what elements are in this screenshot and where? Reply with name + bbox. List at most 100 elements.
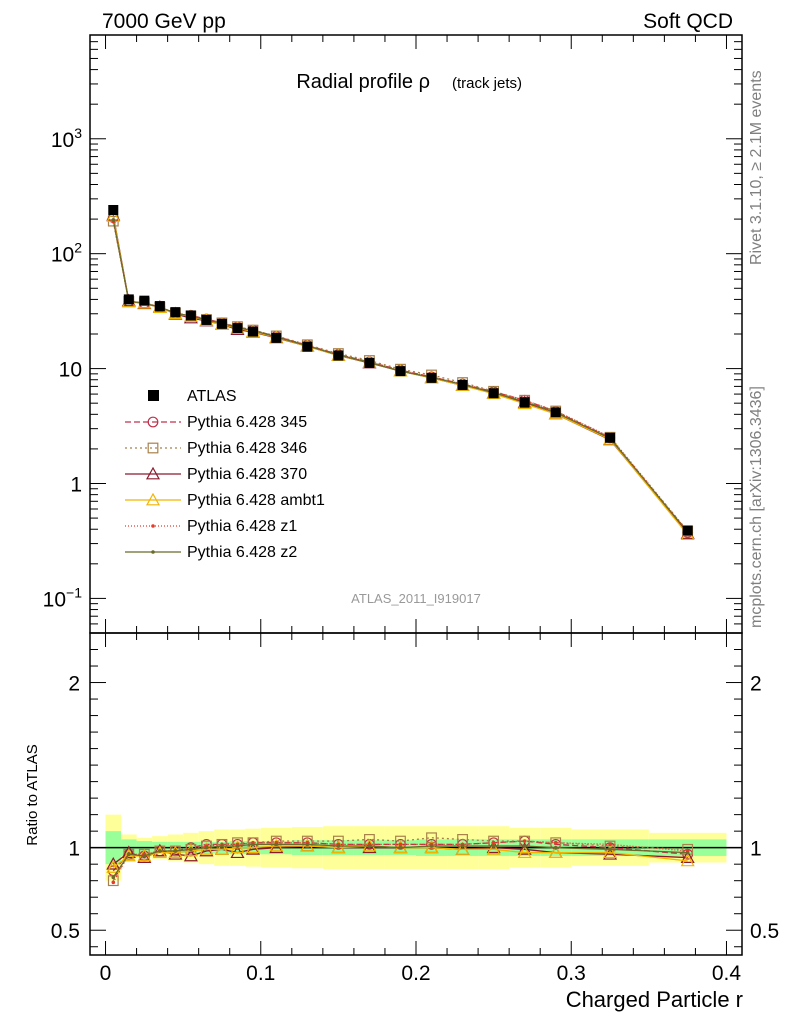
ratio-point-3 xyxy=(680,853,695,867)
legend-label-2: Pythia 6.428 370 xyxy=(187,466,307,483)
ratio-point-2 xyxy=(106,856,121,870)
legend-marker-1 xyxy=(147,442,159,454)
ratio-point-2 xyxy=(603,847,618,860)
data-point xyxy=(395,366,406,377)
side-label-top: Rivet 3.1.10, ≥ 2.1M events xyxy=(748,70,765,265)
ratio-point-2 xyxy=(137,850,152,863)
legend-marker-4 xyxy=(151,524,155,528)
data-point xyxy=(201,314,212,325)
legend-marker-2 xyxy=(145,466,161,480)
legend-marker-data xyxy=(148,390,159,401)
ratio-tick-label-right: 2 xyxy=(750,673,762,696)
ratio-point-3 xyxy=(121,848,136,862)
ratio-point-2 xyxy=(269,840,284,854)
x-tick-label: 0.4 xyxy=(712,962,742,985)
ratio-point-4 xyxy=(608,842,612,847)
ratio-tick-label-right: 1 xyxy=(750,838,762,861)
ratio-point-5 xyxy=(522,844,527,848)
y-tick-label: 10 xyxy=(59,359,82,382)
y-tick-label: 1 xyxy=(70,474,82,497)
ratio-tick-label-right: 0.5 xyxy=(750,920,779,943)
ratio-point-3 xyxy=(300,838,315,852)
ratio-point-3 xyxy=(424,840,439,854)
ratio-tick-label-left: 1 xyxy=(68,838,80,861)
ratio-point-4 xyxy=(553,840,558,845)
data-point xyxy=(605,432,616,443)
data-point xyxy=(154,301,165,312)
ratio-point-4 xyxy=(491,840,496,845)
ratio-point-5 xyxy=(491,844,496,848)
ratio-point-4 xyxy=(522,839,527,843)
side-label-bottom: mcplots.cern.ch [arXiv:1306.3436] xyxy=(748,386,765,628)
ratio-point-5 xyxy=(608,847,612,852)
ratio-point-5 xyxy=(398,845,403,850)
legend-marker-3 xyxy=(145,492,161,506)
ratio-point-5 xyxy=(235,844,240,848)
data-point xyxy=(216,318,227,329)
ratio-point-5 xyxy=(220,844,224,848)
ratio-series xyxy=(106,832,695,887)
data-point xyxy=(139,295,150,306)
chart-subtitle: (track jets) xyxy=(452,75,522,92)
data-point xyxy=(457,379,468,390)
ratio-point-2 xyxy=(245,842,261,855)
ratio-point-5 xyxy=(204,845,209,850)
data-point xyxy=(108,204,119,215)
ratio-point-5 xyxy=(305,842,310,847)
legend-label-0: Pythia 6.428 345 xyxy=(187,414,307,431)
data-point xyxy=(248,326,258,337)
legend-marker-0 xyxy=(147,416,159,428)
data-point xyxy=(426,372,437,383)
ratio-point-3 xyxy=(517,845,532,859)
ratio-point-5 xyxy=(111,875,116,880)
ratio-tick-label-left: 0.5 xyxy=(51,920,80,943)
ratio-point-3 xyxy=(230,840,245,854)
ratio-point-2 xyxy=(121,845,136,859)
legend-label-5: Pythia 6.428 z2 xyxy=(187,544,297,561)
ratio-point-3 xyxy=(199,842,214,855)
main-series xyxy=(106,204,695,541)
legend: ATLAS Pythia 6.428 345 Pythia 6.428 346 Pyt… xyxy=(125,388,325,561)
chart-title: Radial profile ρ xyxy=(296,71,430,93)
ratio-point-5 xyxy=(336,844,341,848)
ratio-point-2 xyxy=(199,843,214,857)
ratio-point-5 xyxy=(274,842,279,847)
ratio-point-3 xyxy=(331,840,346,854)
ratio-point-5 xyxy=(553,845,558,850)
legend-label-4: Pythia 6.428 z1 xyxy=(187,518,297,535)
ratio-point-5 xyxy=(189,847,193,852)
ratio-point-2 xyxy=(486,840,501,854)
x-tick-label: 0.1 xyxy=(246,962,275,985)
ratio-point-2 xyxy=(680,850,695,863)
ratio-tick-label-left: 2 xyxy=(68,673,80,696)
data-point xyxy=(302,341,313,352)
ratio-point-3 xyxy=(245,840,261,854)
ratio-line-5 xyxy=(112,843,688,878)
legend-marker-5 xyxy=(151,550,155,554)
data-point xyxy=(519,397,530,408)
y-tick-label: 10−1 xyxy=(43,584,83,611)
x-tick-label: 0.2 xyxy=(401,962,430,985)
ratio-point-5 xyxy=(251,842,255,847)
ratio-point-5 xyxy=(127,852,131,857)
ratio-point-4 xyxy=(398,842,403,847)
ratio-point-2 xyxy=(362,840,377,854)
data-point xyxy=(488,388,499,399)
ratio-point-2 xyxy=(168,847,183,860)
data-point xyxy=(364,357,375,368)
ratio-point-3 xyxy=(183,843,198,857)
ratio-point-5 xyxy=(460,844,465,848)
ratio-point-3 xyxy=(486,842,501,855)
data-point xyxy=(271,332,282,343)
ratio-point-5 xyxy=(429,844,434,848)
analysis-label: ATLAS_2011_I919017 xyxy=(351,591,481,606)
ratio-point-3 xyxy=(603,845,618,859)
data-point xyxy=(550,407,561,418)
legend-label-data: ATLAS xyxy=(187,388,237,405)
series-line-5 xyxy=(112,219,689,533)
ratio-point-5 xyxy=(685,850,690,855)
ratio-point-3 xyxy=(548,845,563,859)
header-left: 7000 GeV pp xyxy=(102,10,226,33)
data-point xyxy=(123,294,134,305)
